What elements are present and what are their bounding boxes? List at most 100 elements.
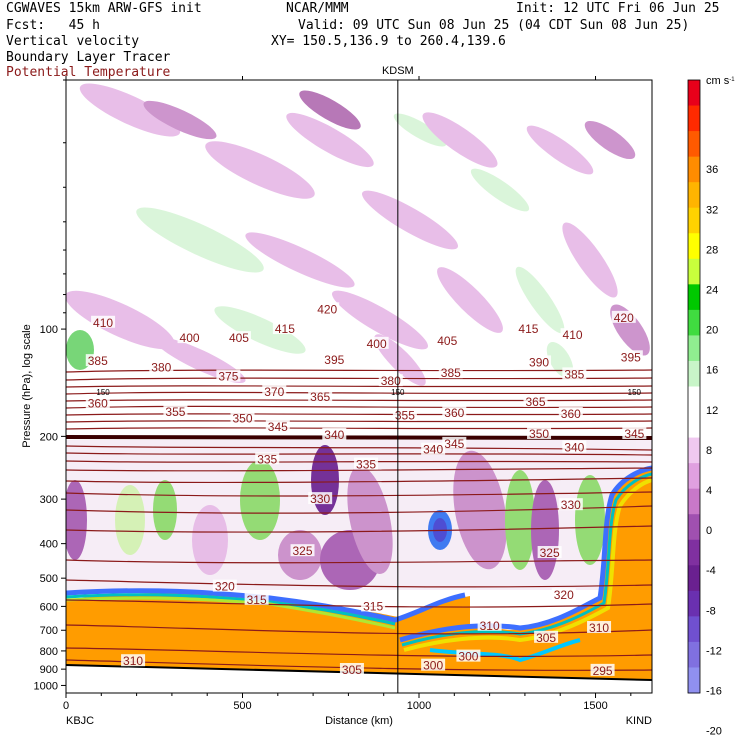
colorbar-label: -4 — [706, 565, 716, 577]
vertical-velocity-upper-waves — [66, 83, 650, 386]
theta-label-bg — [163, 405, 188, 418]
theta-label-bg — [527, 355, 552, 368]
y-tick-label: 700 — [40, 625, 58, 637]
colorbar-swatch — [688, 590, 700, 617]
tropopause-label: 150 — [628, 388, 642, 397]
theta-label-bg — [339, 663, 364, 676]
colorbar-frame — [687, 79, 701, 694]
theta-label: 415 — [275, 322, 295, 336]
theta-label: 295 — [593, 664, 613, 678]
colorbar-label: -16 — [706, 686, 722, 698]
theta-label: 360 — [444, 406, 464, 420]
field-vertical-velocity: Vertical velocity — [6, 34, 140, 49]
colorbar-swatch — [688, 335, 700, 362]
theta-label: 400 — [180, 331, 200, 345]
theta-label-bg — [262, 384, 287, 397]
colorbar-label: 12 — [706, 405, 718, 417]
theta-label-bg — [516, 322, 541, 335]
theta-label: 360 — [88, 397, 108, 411]
theta-label: 380 — [151, 360, 171, 374]
vertical-velocity-mid-level — [66, 440, 652, 590]
theta-label: 310 — [123, 654, 143, 668]
theta-label-bg — [308, 492, 333, 505]
theta-label-bg — [216, 369, 241, 382]
theta-label: 335 — [356, 458, 376, 472]
theta-label-bg — [308, 389, 333, 402]
theta-label-bg — [265, 419, 290, 432]
forecast-hour: Fcst: 45 h — [6, 18, 100, 33]
x-tick-label: 500 — [233, 700, 251, 712]
colorbar-swatch — [688, 207, 700, 234]
theta-label: 375 — [218, 370, 238, 384]
colorbar-swatch — [688, 182, 700, 209]
x-axis-title: Distance (km) — [325, 715, 393, 727]
theta-label-bg — [558, 498, 583, 511]
theta-label-bg — [421, 442, 446, 455]
theta-label-bg — [290, 544, 315, 557]
theta-label-bg — [354, 457, 379, 470]
x-tick-label: 1500 — [583, 700, 607, 712]
theta-label-bg — [378, 374, 403, 387]
colorbar-unit-base: cm s — [706, 75, 730, 87]
colorbar-labels: 36 32 28 24 20 16 12 8 4 0 -4 -8 -12 -16 -20 — [706, 164, 722, 737]
colorbar-swatch — [688, 616, 700, 643]
colorbar-swatch — [688, 105, 700, 132]
theta-label: 405 — [229, 331, 249, 345]
theta-label-bg — [560, 328, 585, 341]
theta-label-bg — [255, 452, 280, 465]
colorbar — [687, 79, 701, 694]
theta-label-bg — [315, 302, 340, 315]
colorbar-label: 28 — [706, 244, 718, 256]
y-axis-title: Pressure (hPa), log scale — [21, 324, 33, 448]
theta-label-bg — [558, 406, 583, 419]
theta-label-bg — [322, 352, 347, 365]
colorbar-label: -12 — [706, 645, 722, 657]
theta-label: 305 — [536, 631, 556, 645]
theta-label: 355 — [165, 405, 185, 419]
theta-label: 340 — [564, 441, 584, 455]
y-tick-label: 600 — [40, 601, 58, 613]
theta-label-bg — [562, 367, 587, 380]
theta-label-bg — [456, 649, 481, 662]
theta-label: 300 — [423, 659, 443, 673]
theta-label: 365 — [525, 395, 545, 409]
colorbar-label: 36 — [706, 164, 718, 176]
kdsm-label: KDSM — [382, 65, 414, 77]
field-boundary-layer-tracer: Boundary Layer Tracer — [6, 50, 171, 65]
tropopause-label: 150 — [96, 388, 110, 397]
tropopause-line — [66, 435, 652, 440]
colorbar-unit-exponent: -1 — [729, 77, 735, 83]
theta-label: 355 — [395, 409, 415, 423]
theta-label: 380 — [381, 374, 401, 388]
colorbar-swatch — [688, 539, 700, 566]
theta-label: 420 — [614, 311, 634, 325]
colorbar-label: 16 — [706, 365, 718, 377]
theta-label: 350 — [529, 427, 549, 441]
theta-label: 410 — [563, 328, 583, 342]
theta-label-bg — [622, 427, 647, 440]
theta-label-bg — [477, 618, 502, 631]
theta-label-bg — [91, 315, 116, 328]
theta-label: 390 — [529, 355, 549, 369]
theta-label-bg — [442, 436, 467, 449]
theta-label: 385 — [88, 354, 108, 368]
y-tick-label: 400 — [40, 539, 58, 551]
theta-label: 310 — [480, 619, 500, 633]
y-tick-label: 1000 — [34, 680, 58, 692]
field-layer: 410 400 405 415 420 400 405 415 410 420 385 380 375 3… — [66, 80, 652, 693]
theta-label-bg — [421, 658, 446, 671]
theta-label: 370 — [264, 385, 284, 399]
theta-label-bg — [322, 427, 347, 440]
theta-label-bg — [230, 411, 255, 424]
colorbar-swatch — [688, 514, 700, 541]
colorbar-swatch — [688, 641, 700, 668]
y-axis: 100 200 300 400 500 600 700 800 900 1000 — [34, 79, 66, 692]
theta-label-bg — [534, 630, 559, 643]
theta-label: 325 — [540, 546, 560, 560]
colorbar-swatch — [688, 565, 700, 592]
colorbar-swatch — [688, 488, 700, 515]
left-endpoint-label: KBJC — [66, 715, 94, 727]
theta-label: 335 — [257, 452, 277, 466]
colorbar-swatch — [688, 386, 700, 413]
